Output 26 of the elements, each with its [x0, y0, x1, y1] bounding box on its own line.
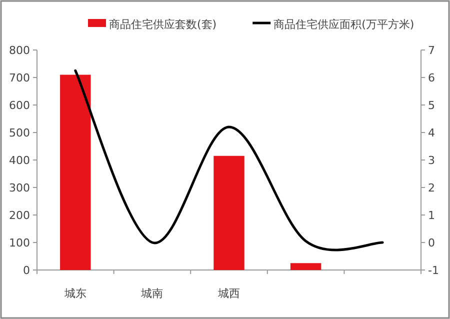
y2-tick-label: 3 — [428, 154, 435, 167]
y2-tick-label: 1 — [428, 209, 435, 222]
y2-tick-label: 6 — [428, 72, 435, 84]
y-tick-label: 300 — [9, 182, 30, 194]
y-tick-label: 0 — [23, 264, 30, 277]
bar — [60, 74, 91, 270]
legend-label: 商品住宅供应套数(套) — [109, 18, 217, 31]
legend-label: 商品住宅供应面积(万平方米) — [274, 18, 414, 31]
y2-tick-label: 2 — [428, 182, 435, 194]
bar — [290, 263, 322, 270]
bar — [214, 156, 244, 270]
x-tick-label: 城西 — [217, 287, 240, 300]
y-tick-label: 400 — [9, 154, 30, 167]
y-tick-label: 600 — [9, 99, 30, 112]
y2-tick-label: -1 — [428, 264, 439, 277]
y2-tick-label: 0 — [428, 236, 435, 250]
y-tick-label: 100 — [9, 236, 30, 250]
y-tick-label: 800 — [9, 44, 30, 57]
y-tick-label: 700 — [9, 72, 30, 84]
x-tick-label: 城南 — [140, 287, 164, 300]
y2-tick-label: 7 — [428, 44, 435, 57]
x-tick-label: 城东 — [63, 287, 86, 300]
y2-tick-label: 4 — [428, 126, 435, 140]
y2-tick-label: 5 — [428, 99, 435, 112]
y-tick-label: 200 — [9, 209, 30, 222]
y-tick-label: 500 — [9, 126, 30, 140]
